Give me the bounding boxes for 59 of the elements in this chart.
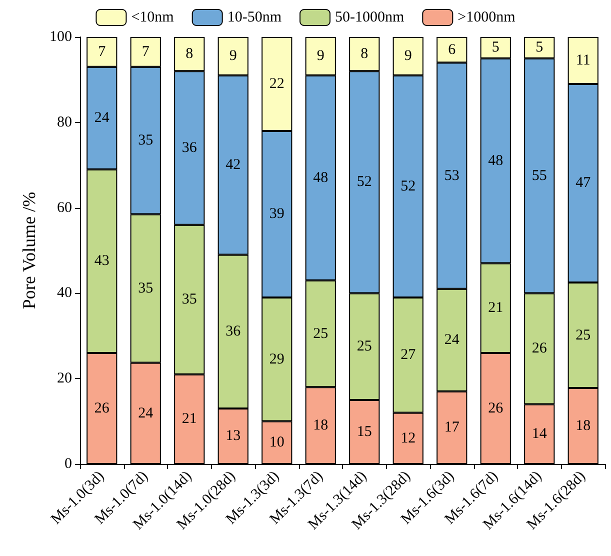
data-label: 24 [444, 332, 460, 348]
data-label: 26 [94, 400, 110, 416]
data-label: 7 [98, 44, 106, 60]
data-label: 21 [182, 411, 197, 428]
data-label: 35 [138, 280, 154, 297]
data-label: 26 [532, 340, 548, 357]
legend-label: 50-1000nm [335, 10, 404, 26]
data-label: 25 [576, 327, 591, 344]
y-tick-label: 40 [57, 285, 72, 302]
data-label: 5 [492, 40, 500, 56]
data-label: 7 [142, 44, 150, 60]
data-label: 53 [444, 168, 460, 184]
data-label: 24 [138, 405, 154, 422]
data-label: 12 [400, 430, 416, 446]
data-label: 25 [356, 338, 372, 355]
data-label: 18 [313, 418, 328, 434]
data-label: 27 [400, 347, 416, 364]
data-label: 13 [226, 428, 241, 444]
data-label: 8 [360, 46, 368, 62]
data-label: 10 [269, 434, 284, 451]
data-label: 35 [138, 132, 154, 149]
legend-label: 10-50nm [227, 10, 282, 26]
data-label: 43 [94, 253, 110, 270]
legend-label: <10nm [131, 10, 174, 26]
data-label: 9 [316, 48, 324, 64]
data-label: 35 [182, 292, 197, 308]
data-label: 5 [536, 40, 544, 56]
y-tick-label: 80 [57, 114, 72, 130]
data-label: 48 [313, 170, 328, 186]
data-label: 48 [488, 152, 504, 169]
data-label: 18 [576, 418, 591, 434]
data-label: 36 [182, 140, 198, 156]
y-axis-title: Pore Volume /% [19, 192, 39, 310]
data-label: 15 [356, 424, 372, 440]
data-label: 9 [229, 48, 237, 64]
data-label: 17 [444, 420, 460, 436]
data-label: 6 [448, 42, 456, 58]
data-label: 52 [400, 178, 416, 194]
data-label: 55 [532, 168, 547, 184]
legend-label: >1000nm [458, 10, 516, 26]
data-label: 24 [94, 110, 110, 126]
data-label: 14 [532, 426, 548, 442]
data-label: 9 [404, 48, 412, 64]
data-label: 47 [576, 175, 592, 192]
data-label: 52 [356, 174, 372, 190]
y-tick-label: 0 [64, 456, 72, 472]
data-label: 29 [269, 351, 284, 368]
data-label: 22 [269, 76, 284, 92]
data-label: 26 [488, 400, 504, 416]
data-label: 42 [226, 157, 241, 174]
data-label: 21 [488, 300, 504, 316]
data-label: 8 [186, 46, 194, 62]
data-label: 39 [269, 206, 284, 222]
y-tick-label: 20 [57, 370, 72, 387]
data-label: 11 [576, 52, 590, 68]
y-tick-label: 60 [57, 200, 72, 216]
data-label: 25 [313, 326, 328, 342]
data-label: 36 [226, 324, 242, 340]
y-tick-label: 100 [50, 29, 72, 45]
